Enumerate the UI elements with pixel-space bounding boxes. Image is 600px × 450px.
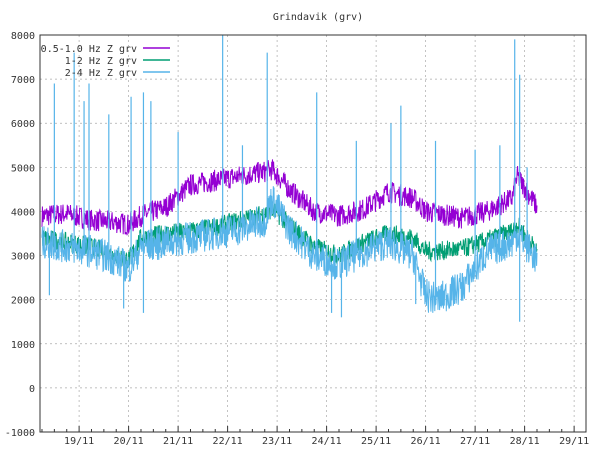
- x-tick-label: 28/11: [510, 436, 540, 447]
- legend-label: 1-2 Hz Z grv: [65, 56, 137, 67]
- y-tick-label: 3000: [11, 252, 35, 263]
- y-tick-label: 0: [29, 384, 35, 395]
- y-tick-label: 2000: [11, 296, 35, 307]
- chart-title: Grindavik (grv): [273, 12, 363, 23]
- legend-label: 2-4 Hz Z grv: [65, 68, 137, 79]
- x-tick-label: 27/11: [460, 436, 490, 447]
- legend-label: 0.5-1.0 Hz Z grv: [41, 44, 137, 55]
- x-tick-label: 29/11: [559, 436, 589, 447]
- series-group: [41, 35, 538, 322]
- plot-frame: [39, 34, 587, 433]
- x-tick-label: 19/11: [64, 436, 94, 447]
- x-tick-label: 20/11: [114, 436, 144, 447]
- series-line-2: [41, 186, 538, 313]
- y-tick-label: 6000: [11, 119, 35, 130]
- series-line-0: [41, 159, 538, 236]
- y-tick-label: 7000: [11, 75, 35, 86]
- x-tick-label: 21/11: [163, 436, 193, 447]
- y-tick-label: -1000: [5, 428, 35, 439]
- y-tick-label: 1000: [11, 340, 35, 351]
- x-tick-label: 26/11: [411, 436, 441, 447]
- y-tick-label: 8000: [11, 31, 35, 42]
- x-tick-label: 22/11: [213, 436, 243, 447]
- y-tick-label: 5000: [11, 163, 35, 174]
- x-tick-label: 24/11: [312, 436, 342, 447]
- x-tick-label: 25/11: [361, 436, 391, 447]
- axis-ticks: -1000 0 1000 2000 3000 4000 5000 6000 7000 8000 19…: [5, 31, 589, 447]
- y-tick-label: 4000: [11, 207, 35, 218]
- x-tick-label: 23/11: [262, 436, 292, 447]
